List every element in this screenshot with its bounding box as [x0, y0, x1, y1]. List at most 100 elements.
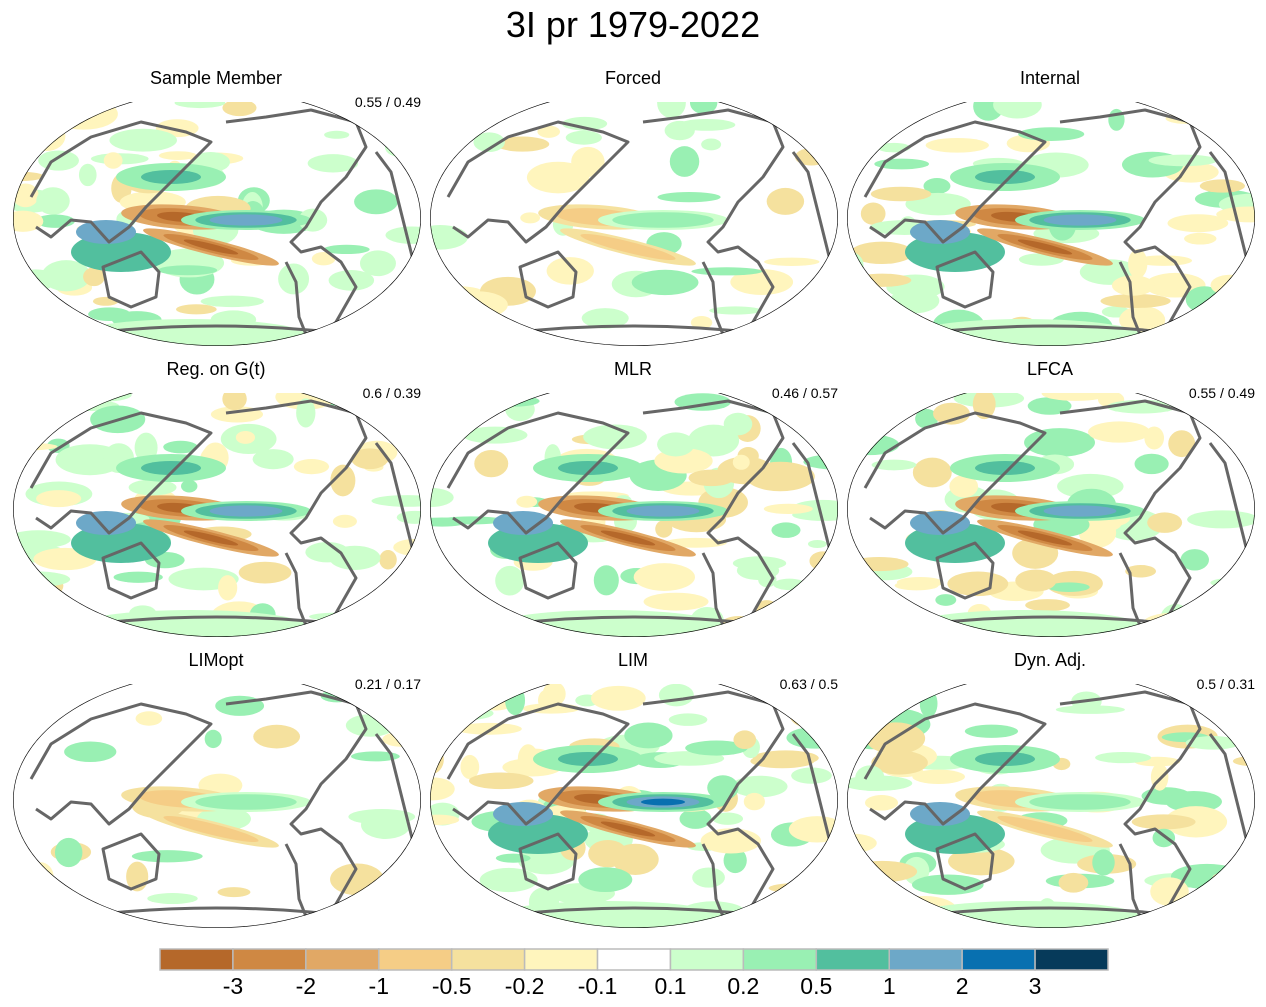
- anomaly-patch: [658, 684, 694, 707]
- map-panel: [430, 684, 838, 928]
- panel-title: MLR: [613, 359, 652, 379]
- anomaly-patch: [1015, 569, 1057, 592]
- colorbar-segment: [378, 948, 453, 971]
- anomaly-patch: [1142, 612, 1208, 634]
- anomaly-patch: [28, 120, 66, 152]
- anomaly-patch: [495, 136, 550, 152]
- anomaly-patch: [13, 530, 71, 549]
- anomaly-patch: [430, 777, 455, 801]
- coastline: [518, 541, 578, 600]
- anomaly-patch: [1088, 421, 1151, 443]
- panel-title: LIMopt: [188, 650, 244, 670]
- anomaly-patch: [252, 449, 294, 470]
- anomaly-patch: [657, 432, 695, 457]
- anomaly-patch: [689, 102, 718, 115]
- anomaly-patch: [54, 837, 83, 868]
- anomaly-patch: [581, 308, 629, 329]
- anomaly-patch: [468, 772, 534, 790]
- anomaly-patch: [1058, 872, 1089, 893]
- anomaly-patch: [1025, 599, 1070, 612]
- anomaly-patch: [1168, 430, 1196, 458]
- anomaly-patch: [993, 102, 1042, 119]
- colorbar-segment: [961, 948, 1036, 971]
- coastline: [518, 832, 578, 891]
- anomaly-patch: [817, 857, 838, 889]
- coastline: [1208, 442, 1252, 564]
- panel-stat: 0.55 / 0.49: [354, 94, 421, 110]
- coastline: [29, 411, 213, 535]
- anomaly-patch: [688, 424, 740, 457]
- anomaly-patch: [766, 187, 805, 215]
- anomaly-patch: [657, 102, 686, 119]
- wet-anomaly: [209, 505, 283, 517]
- anomaly-patch: [540, 337, 558, 346]
- coastline: [935, 250, 995, 309]
- anomaly-patch: [222, 393, 247, 411]
- wet-anomaly: [209, 214, 283, 226]
- anomaly-patch: [58, 908, 96, 926]
- map-panel: [847, 102, 1255, 346]
- anomaly-patch: [847, 567, 873, 578]
- anomaly-patch: [135, 711, 163, 726]
- anomaly-patch: [631, 269, 699, 296]
- anomaly-patch: [1187, 510, 1255, 529]
- anomaly-patch: [1092, 849, 1115, 876]
- colorbar-label: 0.1: [654, 973, 687, 999]
- anomaly-patch: [330, 320, 399, 346]
- wet-anomaly: [626, 505, 700, 517]
- coastline: [29, 120, 213, 244]
- anomaly-patch: [109, 128, 177, 152]
- anomaly-patch: [458, 602, 495, 620]
- anomaly-patch: [520, 212, 541, 224]
- anomaly-patch: [919, 689, 938, 718]
- anomaly-patch: [174, 102, 226, 109]
- anomaly-patch: [624, 722, 673, 749]
- anomaly-patch: [1148, 154, 1218, 167]
- anomaly-patch: [1150, 877, 1189, 906]
- anomaly-patch: [64, 741, 117, 763]
- anomaly-patch: [668, 713, 708, 726]
- anomaly-patch: [692, 867, 725, 888]
- anomaly-patch: [311, 251, 336, 266]
- anomaly-patch: [701, 138, 722, 151]
- coastline: [101, 832, 161, 891]
- anomaly-patch: [1183, 106, 1237, 120]
- anomaly-patch: [1223, 102, 1255, 115]
- colorbar-label: 0.2: [727, 973, 760, 999]
- anomaly-patch: [949, 475, 979, 498]
- anomaly-patch: [679, 808, 712, 829]
- anomaly-patch: [850, 241, 914, 265]
- map-panel: [13, 102, 421, 346]
- figure-title: 3I pr 1979-2022: [505, 4, 761, 45]
- anomaly-patch: [1027, 397, 1072, 415]
- colorbar-segment: [669, 948, 745, 971]
- colorbar-segment: [1034, 948, 1109, 971]
- colorbar-label: 0.5: [800, 973, 833, 999]
- anomaly-patch: [13, 152, 28, 169]
- anomaly-patch: [948, 847, 1015, 876]
- anomaly-patch: [36, 490, 82, 508]
- wet-anomaly: [195, 794, 297, 810]
- anomaly-patch: [60, 331, 102, 346]
- anomaly-patch: [908, 318, 938, 346]
- anomaly-patch: [947, 571, 1009, 597]
- anomaly-patch: [733, 730, 757, 750]
- panel-title: LFCA: [1026, 359, 1073, 379]
- anomaly-patch: [379, 549, 397, 570]
- anomaly-patch: [925, 137, 989, 153]
- colorbar-label: -3: [222, 973, 244, 999]
- anomaly-patch: [788, 393, 824, 407]
- colorbar-label: -2: [295, 973, 317, 999]
- anomaly-patch: [768, 883, 828, 894]
- anomaly-patch: [546, 257, 594, 285]
- anomaly-patch: [338, 102, 385, 117]
- anomaly-patch: [889, 288, 940, 314]
- coastline: [446, 411, 630, 535]
- anomaly-patch: [495, 853, 531, 863]
- anomaly-patch: [128, 479, 177, 496]
- anomaly-patch: [1095, 752, 1152, 764]
- anomaly-patch: [847, 313, 873, 340]
- anomaly-patch: [200, 295, 264, 308]
- anomaly-patch: [430, 224, 468, 250]
- anomaly-patch: [1134, 453, 1169, 475]
